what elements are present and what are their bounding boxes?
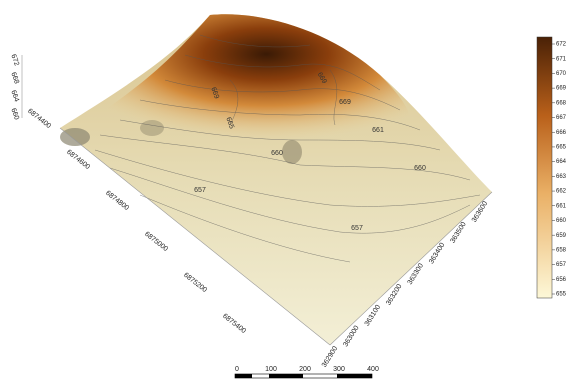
surface xyxy=(22,14,492,345)
legend-label: 671 xyxy=(556,56,567,62)
depression xyxy=(140,120,164,136)
contour-label: 657 xyxy=(351,225,363,232)
contour-label: 660 xyxy=(271,150,283,157)
legend-label: 656 xyxy=(556,277,567,283)
z-tick-label: 672 xyxy=(9,53,20,66)
contour-label: 660 xyxy=(414,165,426,172)
scale-label: 100 xyxy=(265,366,277,373)
scale-label: 300 xyxy=(333,366,345,373)
legend-label: 657 xyxy=(556,262,567,268)
legend-label: 669 xyxy=(556,86,567,92)
scale-bar: 0 100 200 300 400 xyxy=(235,366,379,378)
legend-label: 662 xyxy=(556,189,567,195)
color-bar xyxy=(537,37,552,298)
legend-label: 672 xyxy=(556,42,567,48)
legend-label: 670 xyxy=(556,71,567,77)
legend-label: 667 xyxy=(556,115,567,121)
legend-label: 668 xyxy=(556,100,567,106)
legend-label: 658 xyxy=(556,247,567,253)
legend-label: 661 xyxy=(556,203,567,209)
scale-label: 200 xyxy=(299,366,311,373)
y-tick-label: 6875000 xyxy=(143,231,169,253)
legend-label: 655 xyxy=(556,292,567,298)
contour-label: 657 xyxy=(194,187,206,194)
scale-label: 0 xyxy=(235,366,239,373)
legend-label: 665 xyxy=(556,145,567,151)
legend: 672 671 670 669 668 667 666 665 664 663 662 661 660 6… xyxy=(537,37,567,298)
surface-map: 672 671 670 669 668 667 666 665 664 663 662 661 660 6… xyxy=(0,0,571,389)
y-tick-label: 6875200 xyxy=(182,272,208,294)
legend-label: 660 xyxy=(556,218,567,224)
y-tick-label: 6874800 xyxy=(104,190,130,212)
y-tick-label: 6875400 xyxy=(221,313,247,335)
contour-label: 661 xyxy=(372,127,384,134)
legend-label: 663 xyxy=(556,174,567,180)
legend-label: 659 xyxy=(556,233,567,239)
z-tick-label: 660 xyxy=(9,107,20,120)
legend-label: 664 xyxy=(556,159,567,165)
y-tick-label: 6874400 xyxy=(26,108,52,130)
z-tick-label: 664 xyxy=(9,89,20,102)
contour-label: 669 xyxy=(339,99,351,106)
depression xyxy=(60,128,90,146)
y-tick-label: 6874600 xyxy=(65,149,91,171)
z-tick-label: 668 xyxy=(9,71,20,84)
legend-label: 666 xyxy=(556,130,567,136)
scale-label: 400 xyxy=(367,366,379,373)
depression xyxy=(282,140,302,164)
